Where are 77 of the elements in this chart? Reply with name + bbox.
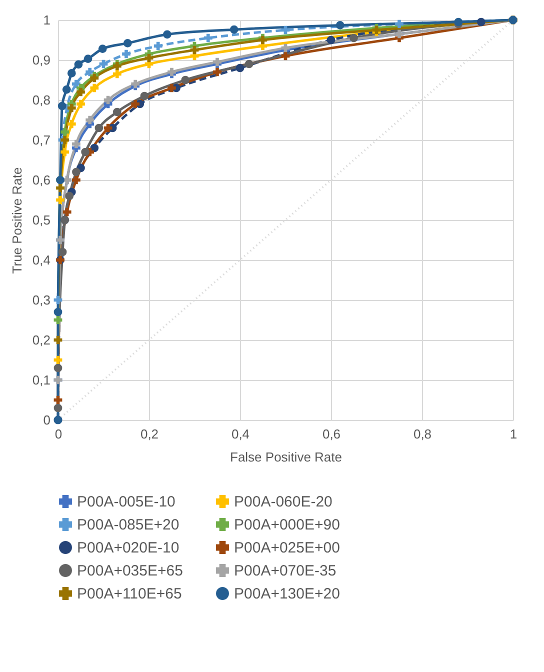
point (67, 120, 76, 128)
point (65, 192, 74, 200)
y-tick-label: 0,8 (32, 92, 50, 108)
point (122, 50, 130, 58)
point (72, 176, 80, 184)
point (350, 34, 358, 42)
point (72, 140, 80, 148)
point (244, 60, 254, 68)
legend-label: P00A+000E+90 (234, 516, 340, 534)
x-tick-label: 0,6 (322, 426, 341, 442)
legend-label: P00A+130E+20 (234, 586, 340, 602)
y-axis-title: True Positive Rate (9, 167, 24, 274)
point (60, 128, 70, 136)
legend-label: P00A-005E-10 (77, 494, 176, 511)
y-tick-label: 0,3 (32, 292, 50, 308)
point (72, 168, 80, 176)
point (112, 70, 122, 78)
point (230, 25, 238, 34)
point (58, 248, 67, 256)
y-tick-label: 0,5 (32, 212, 50, 228)
point (131, 100, 140, 108)
legend-label: P00A+025E+00 (234, 540, 340, 556)
point (163, 30, 172, 39)
y-tick-label: 0,1 (32, 372, 50, 388)
y-tick-label: 0,7 (32, 132, 50, 148)
point (56, 196, 64, 204)
y-tick-label: 0,2 (32, 332, 50, 348)
point (90, 84, 99, 92)
point (54, 308, 62, 316)
point (168, 84, 176, 92)
point (140, 92, 149, 100)
x-axis-title: False Positive Rate (230, 450, 342, 464)
point (98, 44, 107, 53)
point (60, 136, 70, 144)
point (395, 20, 404, 28)
x-tick-label: 0 (54, 426, 62, 442)
point (112, 108, 122, 116)
legend-label: P00A+110E+65 (77, 586, 182, 602)
legend-label: P00A-085E+20 (77, 516, 180, 534)
point (54, 364, 62, 372)
y-tick-label: 0,4 (32, 252, 50, 268)
legend-label: P00A-060E-20 (234, 494, 332, 511)
point (67, 104, 76, 112)
legend-label: P00A+070E-35 (234, 562, 336, 580)
point (67, 69, 76, 78)
point (62, 208, 72, 216)
x-tick-label: 0,4 (231, 426, 250, 442)
point (74, 60, 83, 69)
x-tick-label: 0,8 (413, 426, 432, 442)
point (236, 64, 244, 72)
point (60, 148, 70, 156)
point (181, 76, 190, 84)
y-tick-label: 0 (43, 412, 50, 428)
point (336, 21, 344, 30)
point (76, 88, 85, 96)
point (476, 18, 486, 26)
point (62, 85, 71, 94)
y-tick-label: 0,9 (32, 52, 50, 68)
point (204, 34, 212, 42)
legend-label: P00A+035E+65 (77, 562, 183, 580)
point (94, 124, 104, 132)
point (56, 184, 64, 192)
point (81, 148, 90, 156)
point (54, 404, 62, 412)
x-tick-label: 0,2 (140, 426, 159, 442)
point (123, 39, 132, 48)
x-tick-label: 1 (510, 426, 518, 442)
point (154, 42, 162, 50)
y-tick-label: 0,6 (32, 172, 50, 188)
point (213, 68, 222, 76)
point (86, 116, 94, 124)
y-tick-label: 1 (43, 12, 50, 28)
point (84, 54, 92, 63)
legend-label: P00A+020E-10 (77, 540, 180, 556)
point (76, 100, 85, 108)
point (58, 102, 66, 110)
point (326, 36, 336, 44)
